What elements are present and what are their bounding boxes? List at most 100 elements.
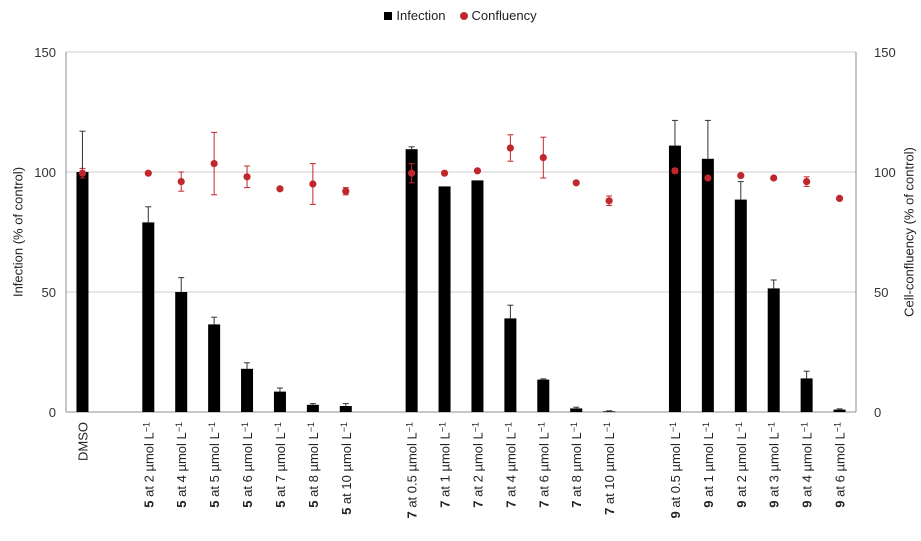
- category-label: 5 at 7 µmol L−1: [273, 422, 288, 508]
- category-label-compound: 7: [503, 500, 518, 507]
- category-label: 5 at 2 µmol L−1: [141, 422, 156, 508]
- category-label-compound: 9: [668, 511, 683, 518]
- category-label-compound: 5: [141, 500, 156, 507]
- category-label-text: at 7 µmol L: [273, 432, 288, 500]
- legend-confluency-label: Confluency: [471, 8, 537, 23]
- category-label: 7 at 0.5 µmol L−1: [405, 422, 420, 519]
- category-label-text: at 4 µmol L: [503, 432, 518, 500]
- category-label-superscript: −1: [273, 422, 283, 432]
- confluency-point: [408, 169, 416, 177]
- category-label-text: at 0.5 µmol L: [668, 432, 683, 511]
- category-label: 5 at 4 µmol L−1: [174, 422, 189, 508]
- infection-bar: [76, 172, 89, 412]
- infection-bar: [767, 288, 780, 412]
- category-label-superscript: −1: [306, 422, 316, 432]
- category-label: 9 at 2 µmol L−1: [734, 422, 749, 508]
- confluency-point: [243, 173, 251, 181]
- legend: Infection Confluency: [0, 8, 921, 23]
- infection-bar: [701, 158, 714, 412]
- category-label: 9 at 6 µmol L−1: [833, 422, 848, 508]
- infection-bar: [241, 368, 254, 412]
- category-label-superscript: −1: [800, 422, 810, 432]
- legend-confluency-swatch: [459, 11, 468, 20]
- y-tick-label-right: 50: [874, 285, 888, 300]
- category-label-superscript: −1: [536, 422, 546, 432]
- infection-bar: [175, 292, 188, 412]
- category-label: 7 at 1 µmol L−1: [438, 422, 453, 508]
- category-label: 9 at 1 µmol L−1: [701, 422, 716, 508]
- category-label-compound: 7: [470, 500, 485, 507]
- infection-bar: [833, 409, 846, 412]
- category-label-compound: 9: [833, 500, 848, 507]
- category-label-compound: 7: [569, 500, 584, 507]
- legend-item-confluency: Confluency: [459, 8, 537, 23]
- category-label-text: at 10 µmol L: [339, 432, 354, 507]
- category-label-superscript: −1: [174, 422, 184, 432]
- category-label-text: at 4 µmol L: [174, 432, 189, 500]
- category-label-text: at 2 µmol L: [470, 432, 485, 500]
- category-label-text: at 8 µmol L: [306, 432, 321, 500]
- confluency-point: [210, 160, 218, 168]
- y-tick-label-right: 100: [874, 165, 896, 180]
- y-tick-label-left: 50: [42, 285, 56, 300]
- category-label-superscript: −1: [668, 422, 678, 432]
- category-label: 5 at 6 µmol L−1: [240, 422, 255, 508]
- category-label-superscript: −1: [470, 422, 480, 432]
- category-label-superscript: −1: [207, 422, 217, 432]
- category-label-compound: 7: [405, 511, 420, 518]
- category-label-superscript: −1: [339, 422, 349, 432]
- category-label: 7 at 10 µmol L−1: [602, 422, 617, 515]
- infection-bar: [603, 411, 616, 412]
- category-label-superscript: −1: [701, 422, 711, 432]
- category-label-compound: 5: [174, 500, 189, 507]
- category-label-text: at 3 µmol L: [767, 432, 782, 500]
- category-label: 9 at 4 µmol L−1: [800, 422, 815, 508]
- infection-bar: [273, 391, 286, 412]
- confluency-point: [770, 174, 778, 182]
- category-label-superscript: −1: [767, 422, 777, 432]
- confluency-point: [309, 180, 317, 188]
- y-tick-label-left: 100: [34, 165, 56, 180]
- confluency-point: [276, 185, 284, 193]
- confluency-point: [144, 169, 152, 177]
- infection-bar: [668, 145, 681, 412]
- category-label-superscript: −1: [602, 422, 612, 432]
- category-label-text: at 6 µmol L: [536, 432, 551, 500]
- category-label-text: at 8 µmol L: [569, 432, 584, 500]
- infection-bar: [438, 186, 451, 412]
- category-label-compound: 7: [536, 500, 551, 507]
- confluency-point: [737, 172, 745, 180]
- legend-infection-label: Infection: [396, 8, 446, 23]
- confluency-point: [177, 178, 185, 186]
- category-label-text: at 10 µmol L: [602, 432, 617, 507]
- confluency-point: [803, 178, 811, 186]
- infection-bar: [339, 406, 352, 412]
- category-label-superscript: −1: [569, 422, 579, 432]
- category-label: 5 at 5 µmol L−1: [207, 422, 222, 508]
- category-label: 7 at 4 µmol L−1: [503, 422, 518, 508]
- category-label-compound: 9: [800, 500, 815, 507]
- confluency-point: [506, 144, 514, 152]
- category-label-superscript: −1: [503, 422, 513, 432]
- category-label: 7 at 6 µmol L−1: [536, 422, 551, 508]
- category-label-text: at 4 µmol L: [800, 432, 815, 500]
- category-label-compound: 9: [767, 500, 782, 507]
- infection-bar: [800, 378, 813, 412]
- confluency-point: [473, 167, 482, 175]
- category-label-compound: 9: [701, 500, 716, 507]
- infection-bar: [537, 379, 550, 412]
- category-label-superscript: −1: [438, 422, 448, 432]
- y-tick-label-left: 0: [49, 405, 56, 420]
- category-label-compound: 7: [438, 500, 453, 507]
- category-label: 7 at 8 µmol L−1: [569, 422, 584, 508]
- category-label-superscript: −1: [240, 422, 250, 432]
- infection-bar: [142, 222, 155, 412]
- confluency-point: [342, 187, 350, 195]
- category-label-text: at 0.5 µmol L: [405, 432, 420, 511]
- category-label-compound: 7: [602, 508, 617, 515]
- category-label-compound: 9: [734, 500, 749, 507]
- category-label: 7 at 2 µmol L−1: [470, 422, 485, 508]
- infection-bar: [734, 199, 747, 412]
- legend-infection-swatch: [384, 11, 393, 20]
- confluency-point: [835, 194, 844, 202]
